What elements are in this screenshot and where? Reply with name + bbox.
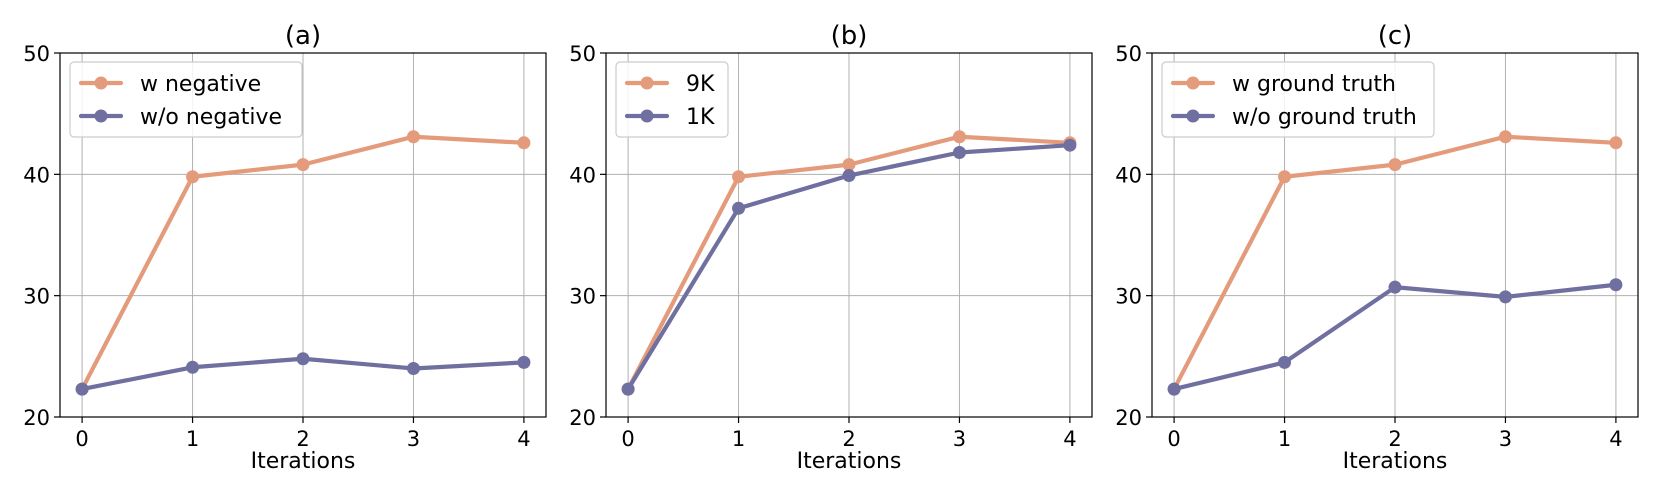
chart-title: (c)	[1378, 21, 1413, 51]
y-tick-label: 20	[1115, 406, 1142, 430]
legend-swatch-marker	[1186, 76, 1200, 90]
x-tick-label: 2	[1388, 427, 1401, 451]
data-point	[406, 361, 420, 375]
chart-title: (a)	[285, 21, 321, 51]
data-point	[621, 382, 635, 396]
x-tick-label: 3	[1499, 427, 1512, 451]
data-point	[1388, 158, 1402, 172]
x-tick-label: 1	[732, 427, 745, 451]
data-point	[732, 170, 746, 184]
legend-swatch-marker	[94, 76, 108, 90]
data-point	[1609, 136, 1623, 150]
data-point	[1609, 278, 1623, 292]
data-point	[952, 145, 966, 159]
legend-box	[69, 61, 303, 138]
data-point	[296, 158, 310, 172]
data-point	[1498, 290, 1512, 304]
x-axis-label: Iterations	[797, 449, 902, 474]
y-tick-label: 40	[23, 163, 50, 187]
data-point	[1167, 382, 1181, 396]
data-point	[186, 170, 200, 184]
x-tick-label: 4	[1063, 427, 1076, 451]
y-tick-label: 50	[23, 42, 50, 66]
legend-entry-label: 1K	[686, 105, 715, 130]
x-tick-label: 2	[296, 427, 309, 451]
data-point	[75, 382, 89, 396]
legend-entry-label: w/o negative	[140, 105, 282, 130]
data-point	[1388, 280, 1402, 294]
y-tick-label: 50	[569, 42, 596, 66]
legend-swatch-marker	[640, 109, 654, 123]
x-axis-label: Iterations	[251, 449, 356, 474]
legend-swatch-marker	[640, 76, 654, 90]
y-tick-label: 40	[1115, 163, 1142, 187]
legend-entry-label: w/o ground truth	[1232, 105, 1417, 130]
y-tick-label: 20	[23, 406, 50, 430]
chart-title: (b)	[831, 21, 868, 51]
data-point	[732, 201, 746, 215]
legend-box	[1161, 61, 1435, 138]
chart-panel-0: 0 1 2 3 4 20 30 40 50 (a) Iterations w negative w/o …	[23, 21, 547, 474]
y-tick-label: 50	[1115, 42, 1142, 66]
data-point	[842, 158, 856, 172]
data-point	[517, 355, 531, 369]
legend: w negative w/o negative	[69, 61, 303, 138]
data-point	[186, 360, 200, 374]
x-tick-label: 3	[407, 427, 420, 451]
legend: w ground truth w/o ground truth	[1161, 61, 1435, 138]
data-point	[842, 169, 856, 183]
x-tick-label: 1	[1278, 427, 1291, 451]
chart-panel-2: 0 1 2 3 4 20 30 40 50 (c) Iterations w ground truth…	[1115, 21, 1639, 474]
legend-entry-label: w negative	[140, 72, 261, 97]
x-tick-label: 2	[842, 427, 855, 451]
legend-swatch-marker	[1186, 109, 1200, 123]
data-point	[517, 136, 531, 150]
data-point	[1063, 138, 1077, 152]
data-point	[1278, 355, 1292, 369]
data-point	[406, 130, 420, 144]
x-tick-label: 1	[186, 427, 199, 451]
x-tick-label: 3	[953, 427, 966, 451]
y-tick-label: 30	[569, 285, 596, 309]
y-tick-label: 20	[569, 406, 596, 430]
x-tick-label: 0	[75, 427, 88, 451]
legend-entry-label: w ground truth	[1232, 72, 1396, 97]
data-point	[296, 352, 310, 366]
x-tick-label: 4	[517, 427, 530, 451]
y-tick-label: 30	[23, 285, 50, 309]
data-point	[1498, 130, 1512, 144]
x-axis-label: Iterations	[1343, 449, 1448, 474]
y-tick-label: 40	[569, 163, 596, 187]
x-tick-label: 0	[1167, 427, 1180, 451]
legend-swatch-marker	[94, 109, 108, 123]
y-tick-label: 30	[1115, 285, 1142, 309]
data-point	[952, 130, 966, 144]
x-tick-label: 4	[1609, 427, 1622, 451]
data-point	[1278, 170, 1292, 184]
legend-entry-label: 9K	[686, 72, 715, 97]
x-tick-label: 0	[621, 427, 634, 451]
